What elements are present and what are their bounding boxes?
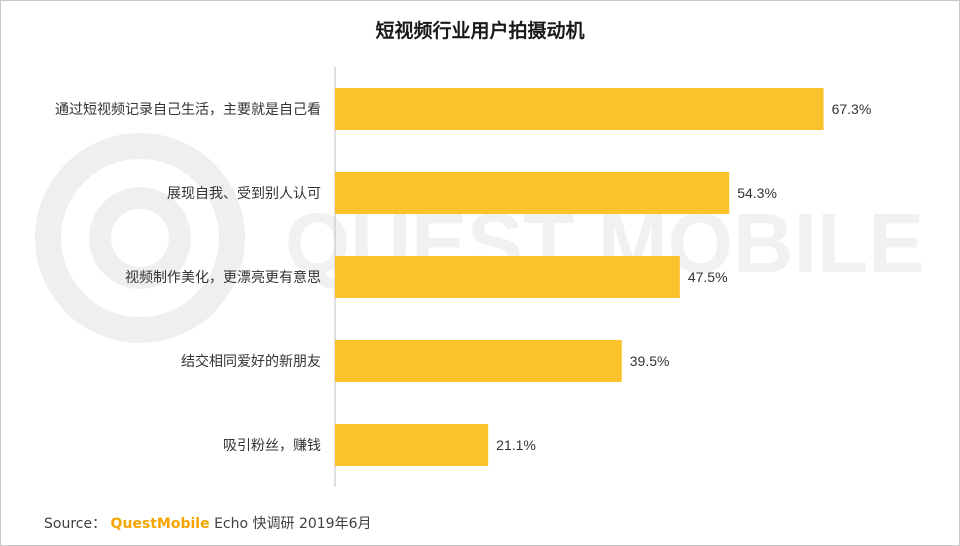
category-label-5: 吸引粉丝，赚钱 <box>223 438 321 454</box>
category-label-4: 结交相同爱好的新朋友 <box>181 353 321 370</box>
category-label-3: 视频制作美化，更漂亮更有意思 <box>125 269 321 286</box>
value-label-5: 21.1% <box>496 437 536 453</box>
bar-3 <box>335 256 680 298</box>
value-label-2: 54.3% <box>737 185 777 201</box>
value-label-3: 47.5% <box>688 269 728 285</box>
category-label-1: 通过短视频记录自己生活，主要就是自己看 <box>55 102 321 118</box>
source-prefix: Source： <box>44 516 107 532</box>
bar-1 <box>335 88 824 130</box>
bar-2 <box>335 172 730 214</box>
value-label-4: 39.5% <box>630 353 670 369</box>
source-brand: QuestMobile <box>110 516 210 532</box>
category-label-2: 展现自我、受到别人认可 <box>167 186 321 202</box>
chart-title: 短视频行业用户拍摄动机 <box>375 20 585 42</box>
value-label-1: 67.3% <box>832 101 872 117</box>
bar-4 <box>335 340 622 382</box>
source-note: Source： QuestMobile Echo 快调研 2019年6月 <box>44 513 371 533</box>
source-rest: Echo 快调研 2019年6月 <box>214 516 372 532</box>
bar-5 <box>335 424 489 466</box>
